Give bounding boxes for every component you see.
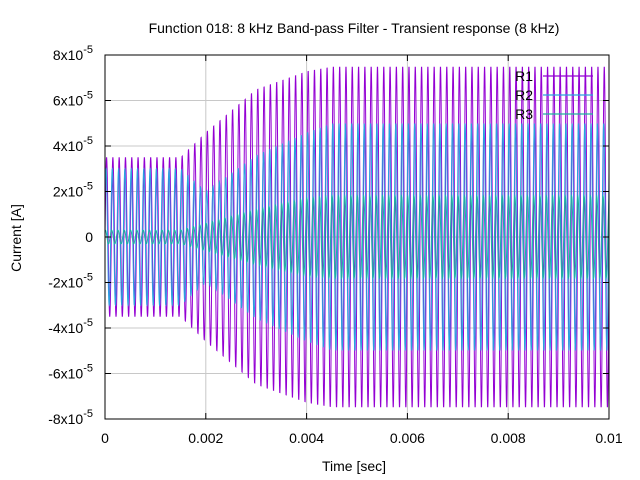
x-axis-label: Time [sec] [322,458,386,474]
legend-label-r2: R2 [515,87,533,103]
y-tick-label: 4x10-5 [53,135,93,154]
series-lines [104,66,610,408]
chart-title: Function 018: 8 kHz Band-pass Filter - T… [149,20,560,36]
y-tick-label: 0 [85,229,93,245]
axis-ticks: 0 0.002 0.004 0.006 0.008 0.01 8x10-5 6x10-5 4x1… [48,44,623,446]
x-tick-label: 0 [101,430,109,446]
legend: R1 R2 R3 [515,68,593,122]
series-line-r2 [104,123,610,351]
y-tick-label: 2x10-5 [53,181,93,200]
y-tick-label: 6x10-5 [53,90,93,109]
series-line-r3 [104,194,610,280]
legend-label-r3: R3 [515,106,533,122]
y-axis-label: Current [A] [8,204,24,272]
x-tick-label: 0.006 [390,430,425,446]
series-line-r1 [104,66,610,408]
y-tick-label: -4x10-5 [48,317,93,336]
x-tick-label: 0.002 [188,430,223,446]
x-tick-label: 0.004 [289,430,324,446]
y-tick-label: -8x10-5 [48,408,93,427]
y-tick-label: -2x10-5 [48,272,93,291]
y-tick-label: 8x10-5 [53,44,93,63]
x-tick-label: 0.008 [491,430,526,446]
legend-label-r1: R1 [515,68,533,84]
y-tick-label: -6x10-5 [48,363,93,382]
x-tick-label: 0.01 [595,430,622,446]
